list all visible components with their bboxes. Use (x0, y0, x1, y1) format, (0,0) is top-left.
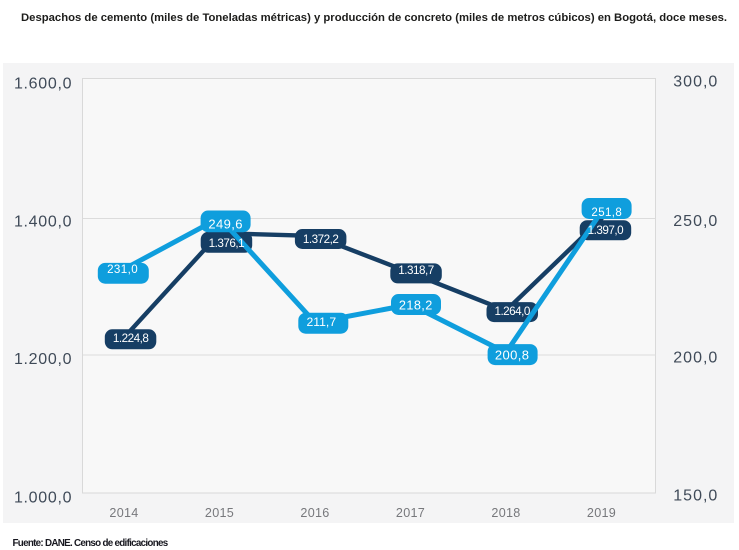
svg-text:150,0: 150,0 (673, 488, 718, 505)
svg-text:1.376,1: 1.376,1 (209, 237, 245, 250)
svg-text:2015: 2015 (205, 506, 234, 520)
svg-text:200,0: 200,0 (673, 350, 718, 367)
svg-text:1.397,0: 1.397,0 (588, 224, 624, 237)
svg-text:1.400,0: 1.400,0 (14, 213, 72, 230)
svg-text:251,8: 251,8 (591, 207, 622, 219)
svg-text:2018: 2018 (491, 506, 520, 520)
svg-text:2017: 2017 (396, 506, 425, 520)
svg-text:1.000,0: 1.000,0 (14, 489, 72, 506)
svg-text:200,8: 200,8 (495, 348, 530, 363)
svg-text:2019: 2019 (587, 506, 616, 520)
svg-text:Fuente: DANE. Censo de edifica: Fuente: DANE. Censo de edificaciones (13, 538, 169, 549)
svg-text:1.372,2: 1.372,2 (303, 233, 339, 246)
svg-text:300,0: 300,0 (673, 74, 718, 91)
svg-text:2016: 2016 (300, 506, 329, 520)
svg-text:Despachos de cemento (miles de: Despachos de cemento (miles de Toneladas… (21, 12, 727, 24)
svg-text:250,0: 250,0 (673, 213, 718, 230)
svg-text:1.600,0: 1.600,0 (14, 76, 72, 93)
svg-text:1.264,0: 1.264,0 (494, 305, 530, 318)
svg-text:218,2: 218,2 (399, 299, 433, 313)
svg-text:1.200,0: 1.200,0 (14, 351, 72, 368)
svg-text:1.224,8: 1.224,8 (113, 332, 149, 345)
svg-text:211,7: 211,7 (307, 315, 337, 329)
svg-text:2014: 2014 (109, 506, 138, 520)
svg-text:1.318,7: 1.318,7 (398, 264, 434, 277)
svg-text:249,6: 249,6 (208, 217, 243, 232)
svg-text:231,0: 231,0 (107, 263, 138, 276)
